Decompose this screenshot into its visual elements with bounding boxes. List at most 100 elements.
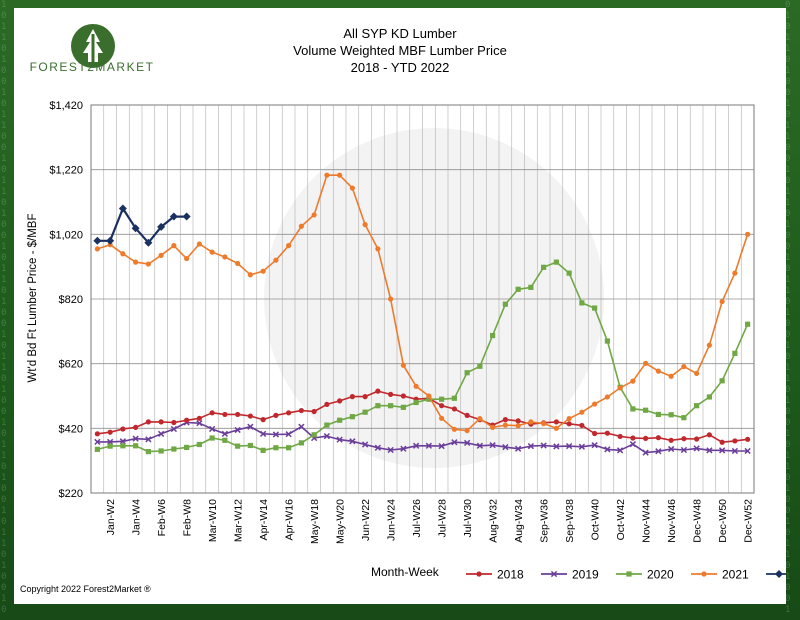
- x-tick-label: Dec-W52: [743, 499, 755, 543]
- data-point-2019: [502, 443, 509, 451]
- data-point-2021: [426, 393, 432, 399]
- data-point-2020: [209, 435, 215, 441]
- data-point-2019: [680, 446, 688, 454]
- data-point-2021: [681, 363, 687, 370]
- data-point-2021: [311, 212, 317, 218]
- tree-logo-icon: [71, 24, 115, 68]
- data-point-2021: [566, 416, 572, 422]
- data-point-2018: [604, 430, 610, 436]
- data-point-2020: [158, 448, 164, 454]
- data-point-2019: [247, 423, 254, 430]
- data-point-2019: [361, 441, 369, 448]
- data-point-2021: [400, 362, 406, 368]
- data-point-2020: [362, 409, 368, 415]
- data-point-2020: [515, 286, 521, 292]
- data-point-2021: [617, 385, 623, 391]
- data-point-2018: [502, 417, 508, 423]
- data-point-2020: [388, 403, 394, 409]
- data-point-2019: [272, 431, 280, 438]
- chart-subtitle: Volume Weighted MBF Lumber Price: [293, 43, 507, 58]
- data-point-2021: [209, 249, 215, 255]
- data-point-2021: [158, 252, 164, 258]
- x-tick-label: May-W18: [309, 499, 321, 544]
- data-point-2021: [502, 422, 508, 428]
- data-point-2019: [400, 445, 407, 452]
- data-point-2020: [120, 443, 126, 449]
- data-point-2018: [94, 431, 100, 437]
- data-point-2021: [515, 423, 521, 429]
- data-point-2018: [706, 432, 712, 438]
- data-point-2019: [527, 442, 535, 450]
- data-point-2019: [463, 439, 471, 447]
- data-point-2020: [145, 449, 151, 455]
- data-point-2018: [286, 410, 292, 416]
- binary-pattern-right: 0 1 0 1 1 0 1 0 0 1 0 1 1 0 0 1 0 1 1 0 …: [785, 0, 791, 615]
- data-point-2020: [171, 446, 177, 452]
- data-point-2020: [502, 301, 508, 307]
- data-point-2021: [604, 394, 610, 400]
- legend-marker-2020: [626, 571, 632, 577]
- data-point-2019: [706, 447, 713, 454]
- data-point-2019: [196, 420, 203, 427]
- legend-title: Month-Week: [371, 565, 439, 579]
- x-tick-label: Sep-W36: [539, 499, 551, 543]
- x-tick-label: Jun-W24: [386, 499, 398, 541]
- data-point-2019: [476, 442, 484, 449]
- data-point-2018: [349, 394, 355, 400]
- data-point-2018: [694, 436, 700, 442]
- legend-marker-2022: [775, 570, 783, 578]
- data-point-2019: [323, 432, 331, 440]
- data-point-2020: [439, 396, 445, 402]
- legend-marker-2018: [476, 571, 482, 577]
- logo-wordmark: FOREST2MARKET: [29, 60, 155, 74]
- data-point-2018: [298, 407, 304, 414]
- legend-label-2021: 2021: [722, 568, 749, 582]
- data-point-2020: [426, 396, 432, 402]
- y-tick-label: $820: [59, 294, 83, 306]
- data-point-2020: [235, 443, 241, 449]
- data-point-2020: [337, 417, 343, 423]
- data-point-2021: [222, 254, 228, 260]
- data-point-2018: [311, 408, 317, 415]
- data-point-2019: [336, 436, 343, 443]
- data-point-2018: [388, 391, 394, 397]
- data-point-2021: [273, 257, 279, 263]
- data-point-2018: [145, 419, 151, 425]
- data-point-2018: [630, 435, 636, 441]
- x-tick-label: Nov-W46: [666, 499, 678, 543]
- data-point-2021: [528, 419, 534, 425]
- data-point-2020: [286, 445, 292, 451]
- data-point-2018: [592, 430, 598, 437]
- data-point-2018: [515, 418, 521, 424]
- data-point-2019: [208, 425, 216, 433]
- data-point-2021: [630, 378, 636, 384]
- data-point-2019: [387, 446, 394, 454]
- data-point-2019: [616, 447, 624, 454]
- y-tick-label: $1,020: [49, 229, 83, 241]
- data-point-2021: [745, 231, 751, 237]
- data-point-2019: [425, 442, 433, 449]
- x-tick-label: Jan-W2: [105, 499, 117, 535]
- chart-date-range: 2018 - YTD 2022: [350, 60, 450, 75]
- data-point-2018: [171, 419, 177, 426]
- data-point-2021: [541, 420, 547, 427]
- data-point-2019: [540, 442, 547, 449]
- data-point-2021: [337, 172, 343, 178]
- x-tick-label: Dec-W48: [692, 499, 704, 543]
- chart-card: FOREST2MARKET All SYP KD Lumber Volume W…: [14, 8, 786, 604]
- data-point-2019: [489, 442, 496, 449]
- data-point-2019: [374, 444, 382, 451]
- data-point-2021: [388, 296, 394, 302]
- data-point-2020: [464, 370, 470, 376]
- data-point-2021: [324, 172, 330, 178]
- data-point-2019: [438, 442, 445, 450]
- data-point-2020: [566, 270, 572, 276]
- data-point-2020: [196, 441, 202, 448]
- data-point-2021: [247, 272, 253, 278]
- data-point-2019: [655, 448, 662, 455]
- data-point-2018: [247, 413, 253, 419]
- data-point-2018: [337, 398, 343, 404]
- data-point-2019: [718, 447, 726, 454]
- data-point-2021: [362, 222, 368, 228]
- data-point-2020: [273, 445, 279, 451]
